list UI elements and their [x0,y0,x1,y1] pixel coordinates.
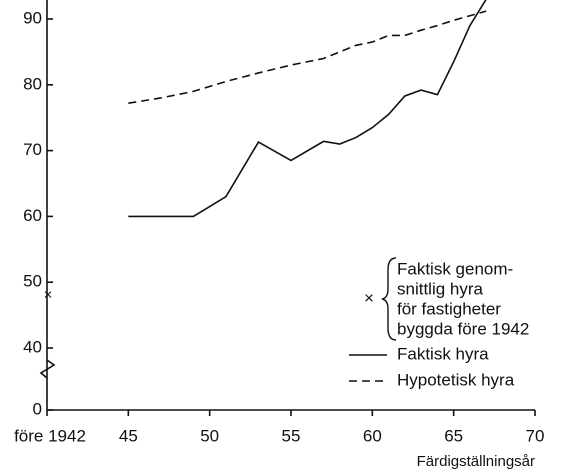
point-marker: × [44,286,53,303]
y-tick-label: 60 [23,206,42,225]
data-line [128,10,487,105]
y-tick-label: 90 [23,8,42,27]
legend-label: för fastigheter [397,299,501,318]
legend-label: Faktisk genom- [397,259,513,278]
legend-label: snittlig hyra [397,279,484,298]
legend-label: Faktisk hyra [397,344,489,363]
y-tick-label: 70 [23,140,42,159]
x-tick-label: före 1942 [14,426,86,445]
x-tick-label: 45 [119,426,138,445]
legend-label: byggda före 1942 [397,319,529,338]
x-tick-label: 55 [282,426,301,445]
x-axis-label: Färdigställningsår [417,453,535,470]
x-tick-label: 70 [526,426,545,445]
x-tick-label: 60 [363,426,382,445]
legend-label: Hypotetisk hyra [397,370,515,389]
x-tick-label: 65 [444,426,463,445]
x-tick-label: 50 [200,426,219,445]
y-tick-label: 80 [23,74,42,93]
legend-brace [381,257,397,341]
y-tick-label: 50 [23,272,42,291]
y-tick-label: 40 [23,337,42,356]
y-tick-label: 0 [33,399,42,418]
data-line [128,0,487,218]
legend-marker: × [364,288,374,307]
